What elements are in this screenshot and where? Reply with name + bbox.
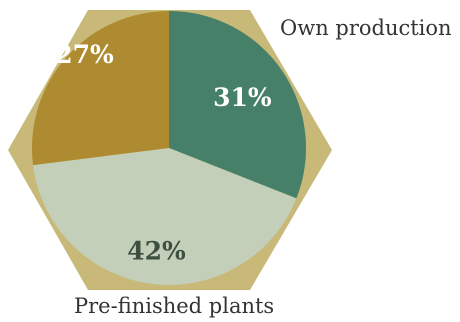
pie-slice-other [31, 11, 169, 166]
slice-label-pre-finished-plants: 42% [127, 237, 186, 266]
slice-label-other: 27% [55, 40, 114, 69]
pie-slices [31, 11, 306, 285]
own-production-label: Own production [280, 16, 452, 40]
pie-slice-own-production [169, 11, 306, 199]
slice-label-own-production: 31% [213, 83, 272, 112]
pie-slice-pre-finished-plants [33, 148, 297, 285]
pre-finished-plants-label: Pre-finished plants [74, 294, 275, 318]
pie-value-labels: 31% 42% 27% [55, 40, 272, 266]
